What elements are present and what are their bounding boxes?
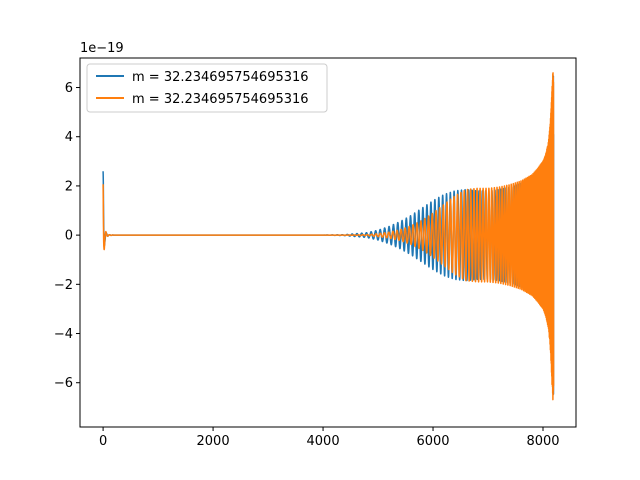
- y-tick-label-5: 4: [65, 130, 73, 145]
- y-offset-label: 1e−19: [80, 41, 124, 56]
- x-tick-label-1: 2000: [197, 434, 230, 449]
- x-tick-label-3: 6000: [416, 434, 449, 449]
- y-tick-label-0: −6: [54, 376, 73, 391]
- y-tick-label-4: 2: [65, 179, 73, 194]
- y-tick-label-2: −2: [54, 278, 73, 293]
- series-layer: [102, 72, 555, 401]
- x-tick-label-0: 0: [99, 434, 107, 449]
- axes-frame: [79, 57, 577, 428]
- legend: m = 32.234695754695316 m = 32.2346957546…: [86, 63, 328, 113]
- y-tick-label-1: −4: [54, 327, 73, 342]
- x-tick-label-4: 8000: [526, 434, 559, 449]
- series-line-2: [102, 72, 555, 401]
- plot-area: [79, 57, 577, 428]
- x-axis: 0 2000 4000 6000 8000: [99, 427, 560, 449]
- y-axis: −6 −4 −2 0 2 4 6: [54, 81, 80, 391]
- legend-label-series-1: m = 32.234695754695316: [132, 70, 309, 85]
- y-tick-label-3: 0: [65, 229, 73, 244]
- y-tick-label-6: 6: [65, 81, 73, 96]
- legend-box: [86, 63, 328, 113]
- legend-label-series-2: m = 32.234695754695316: [132, 92, 309, 107]
- x-tick-label-2: 4000: [307, 434, 340, 449]
